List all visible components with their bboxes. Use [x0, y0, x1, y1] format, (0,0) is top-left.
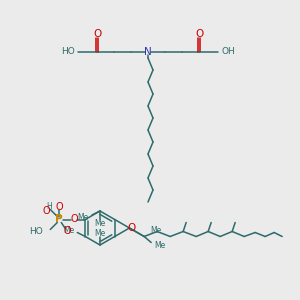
Text: Me: Me	[154, 241, 165, 250]
Text: O: O	[93, 29, 101, 39]
Text: Me: Me	[78, 212, 89, 221]
Text: H: H	[46, 202, 52, 211]
Text: O: O	[56, 202, 63, 212]
Text: HO: HO	[61, 47, 75, 56]
Text: Me: Me	[150, 226, 161, 235]
Text: O: O	[70, 214, 78, 224]
Text: Me: Me	[63, 226, 74, 235]
Text: O: O	[195, 29, 203, 39]
Text: Me: Me	[94, 230, 106, 238]
Text: HO: HO	[29, 227, 43, 236]
Text: O: O	[64, 226, 71, 236]
Text: O: O	[127, 223, 136, 233]
Text: O: O	[43, 206, 50, 217]
Text: N: N	[144, 47, 152, 57]
Text: Me: Me	[94, 218, 106, 227]
Text: P: P	[56, 214, 63, 224]
Text: OH: OH	[221, 47, 235, 56]
